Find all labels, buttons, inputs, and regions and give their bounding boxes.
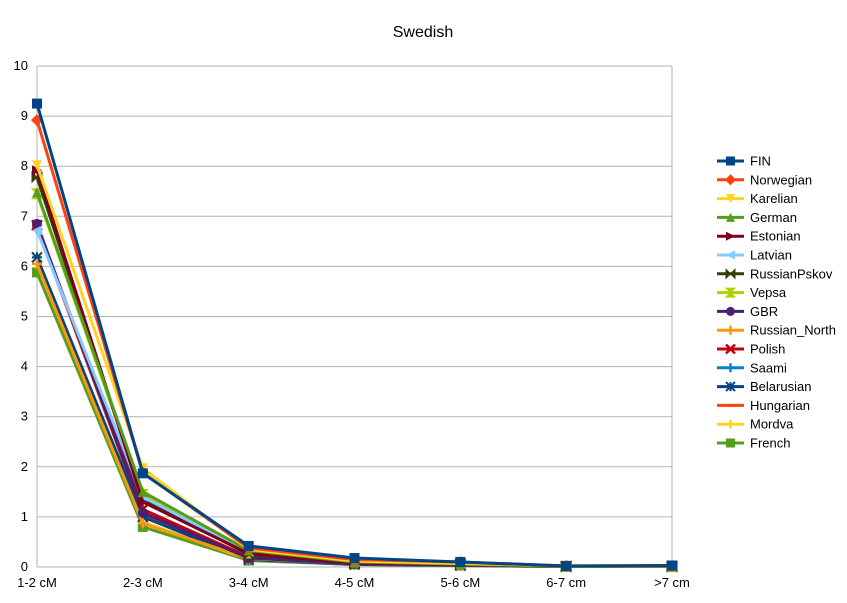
x-tick-label: 4-5 cM [335, 575, 375, 590]
legend-entry: Mordva [717, 417, 794, 432]
data-point [32, 267, 42, 278]
data-point [243, 540, 254, 551]
y-tick-label: 3 [21, 409, 28, 424]
data-point [667, 560, 677, 571]
legend-label: Norwegian [750, 172, 812, 187]
data-point [561, 560, 572, 571]
legend-marker [725, 174, 736, 186]
x-tick-label: 3-4 cM [229, 575, 269, 590]
x-tick-label: >7 cm [654, 575, 690, 590]
legend-entry: Norwegian [717, 172, 812, 187]
legend-marker [724, 287, 737, 298]
data-point [32, 218, 42, 229]
legend-marker [725, 381, 736, 392]
legend-label: Belarusian [750, 379, 811, 394]
y-tick-label: 0 [21, 559, 28, 574]
legend-marker [726, 306, 735, 316]
y-tick-label: 5 [21, 309, 28, 324]
legend-label: Estonian [750, 229, 801, 244]
x-tick-label: 5-6 cM [440, 575, 480, 590]
legend-entry: GBR [717, 304, 778, 319]
legend-marker [726, 156, 735, 166]
y-tick-label: 7 [21, 208, 28, 223]
legend-marker [726, 438, 735, 448]
legend-label: Mordva [750, 417, 794, 432]
legend-entry: Vepsa [717, 285, 787, 300]
legend-entry: Hungarian [717, 398, 810, 413]
legend-marker [726, 231, 735, 241]
series-layer [30, 98, 679, 573]
series-fin [32, 98, 677, 571]
legend-label: German [750, 210, 797, 225]
legend-marker [726, 363, 735, 373]
legend-entry: RussianPskov [717, 266, 833, 281]
data-point [455, 556, 466, 567]
legend-marker [725, 343, 736, 355]
data-point [32, 258, 42, 269]
legend-label: GBR [750, 304, 778, 319]
x-tick-label: 6-7 cm [546, 575, 586, 590]
chart-title: Swedish [393, 24, 453, 41]
legend-label: FIN [750, 154, 771, 169]
legend-marker [726, 194, 735, 204]
legend: FIN Norwegian Karelian German Estonian Latvia… [717, 154, 836, 451]
legend-label: French [750, 436, 790, 451]
legend-label: Latvian [750, 248, 792, 263]
data-point [31, 251, 43, 264]
y-tick-label: 10 [14, 58, 28, 73]
data-point [32, 165, 42, 176]
y-tick-label: 4 [21, 359, 28, 374]
legend-label: RussianPskov [750, 266, 833, 281]
legend-entry: FIN [717, 154, 771, 169]
x-tick-label: 1-2 cM [17, 575, 57, 590]
legend-label: Saami [750, 360, 787, 375]
data-point [349, 552, 360, 563]
legend-entry: Estonian [717, 229, 801, 244]
data-point [137, 496, 148, 507]
legend-entry: Saami [717, 360, 787, 375]
y-tick-label: 2 [21, 459, 28, 474]
data-point [137, 518, 148, 529]
data-point [32, 98, 42, 109]
legend-label: Hungarian [750, 398, 810, 413]
data-point [32, 160, 42, 171]
legend-entry: Belarusian [717, 379, 811, 394]
data-point [32, 187, 42, 198]
legend-entry: Polish [717, 342, 785, 357]
data-point [137, 468, 148, 479]
legend-label: Vepsa [750, 285, 787, 300]
legend-label: Polish [750, 342, 785, 357]
data-point [32, 225, 42, 236]
legend-marker [726, 250, 735, 260]
y-tick-label: 6 [21, 258, 28, 273]
legend-marker [726, 325, 735, 335]
legend-entry: German [717, 210, 797, 225]
legend-marker [726, 212, 735, 222]
data-point [137, 507, 148, 518]
data-point [137, 486, 148, 497]
legend-entry: French [717, 436, 790, 451]
legend-entry: Russian_North [717, 323, 836, 338]
y-tick-label: 9 [21, 108, 28, 123]
legend-marker [726, 419, 735, 429]
legend-marker [725, 268, 736, 280]
x-tick-label: 2-3 cM [123, 575, 163, 590]
legend-entry: Latvian [717, 248, 792, 263]
y-tick-label: 1 [21, 509, 28, 524]
y-tick-label: 8 [21, 158, 28, 173]
legend-label: Karelian [750, 191, 798, 206]
legend-entry: Karelian [717, 191, 798, 206]
legend-label: Russian_North [750, 323, 836, 338]
axes: 0 1 2 3 4 5 6 7 8 9 10 1-2 cM 2-3 cM 3-4 cM 4-5 cM 5-6 … [14, 58, 690, 590]
